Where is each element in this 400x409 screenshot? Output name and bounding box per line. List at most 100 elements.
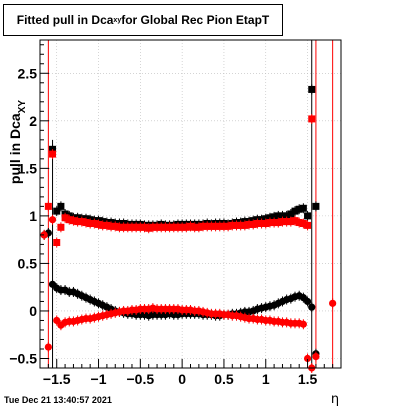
- data-point-square: [270, 213, 278, 221]
- x-tick-label: 0.5: [214, 371, 234, 387]
- data-point-square: [182, 223, 190, 231]
- data-point-square: [291, 207, 299, 215]
- data-point-square: [107, 222, 115, 230]
- data-point-square: [145, 224, 153, 232]
- data-point-square: [258, 219, 266, 227]
- data-point-square: [157, 223, 165, 231]
- data-point-square: [249, 220, 257, 228]
- data-point-square: [266, 219, 274, 227]
- data-point-square: [128, 223, 136, 231]
- y-tick-label: 0.5: [18, 255, 38, 271]
- data-point-square: [49, 150, 57, 158]
- y-tick-label: 2.5: [18, 65, 38, 81]
- data-point-square: [220, 222, 228, 230]
- y-axis-label-main: pull in Dca: [7, 113, 23, 184]
- data-point-circle: [40, 231, 48, 239]
- data-point-square: [53, 239, 61, 247]
- data-point-square: [111, 222, 119, 230]
- data-point-square: [170, 223, 178, 231]
- error-bars: [47, 40, 334, 368]
- data-point-square: [228, 221, 236, 229]
- data-point-circle: [303, 354, 312, 363]
- y-tick-label: 1.5: [18, 160, 38, 176]
- data-point-square: [312, 202, 320, 210]
- y-axis-label: pull in DcaXY: [7, 100, 28, 184]
- data-point-square: [65, 216, 73, 224]
- data-point-square: [245, 220, 253, 228]
- x-tick-label: −1: [91, 371, 107, 387]
- data-point-square: [224, 222, 232, 230]
- data-point-square: [115, 223, 123, 231]
- data-point-square: [308, 115, 316, 123]
- x-tick-label: 1: [262, 371, 270, 387]
- data-point-square: [57, 202, 65, 210]
- data-point-square: [120, 223, 128, 231]
- data-point-circle: [48, 216, 57, 224]
- chart-title: Fitted pull in Dca xy for Global Rec Pion…: [3, 4, 283, 36]
- data-point-square: [136, 223, 144, 231]
- data-point-square: [308, 85, 316, 93]
- data-point-square: [141, 223, 149, 231]
- data-point-square: [287, 218, 295, 226]
- data-point-circle: [53, 316, 61, 325]
- y-axis-ticks: −0.5 0 0.5 1 1.5 2 2.5: [9, 44, 49, 369]
- data-point-square: [299, 219, 307, 227]
- data-point-square: [178, 223, 186, 231]
- data-point-square: [61, 214, 69, 222]
- data-point-square: [78, 218, 86, 226]
- data-point-square: [278, 218, 286, 226]
- data-point-square: [278, 212, 286, 220]
- data-point-square: [191, 223, 199, 231]
- data-point-square: [295, 219, 303, 227]
- y-tick-label: 2: [29, 113, 37, 129]
- data-point-square: [82, 219, 90, 227]
- data-point-square: [304, 221, 312, 229]
- data-point-square: [174, 223, 182, 231]
- data-point-square: [44, 202, 52, 210]
- data-point-square: [86, 219, 94, 227]
- x-tick-label: 0: [178, 371, 186, 387]
- data-point-circle: [312, 352, 320, 361]
- data-point-square: [304, 212, 312, 220]
- data-point-square: [203, 222, 211, 230]
- data-point-square: [207, 222, 215, 230]
- data-point-square: [299, 204, 307, 212]
- data-point-square: [212, 222, 220, 230]
- data-point-square: [124, 223, 132, 231]
- data-point-square: [291, 217, 299, 225]
- data-point-square: [90, 219, 98, 227]
- data-point-square: [283, 218, 291, 226]
- data-point-square: [187, 222, 194, 230]
- chart-title-prefix: Fitted pull in Dca: [16, 13, 114, 27]
- chart-title-subscript: xy: [113, 16, 122, 24]
- data-point-square: [262, 219, 270, 227]
- chart-title-suffix: for Global Rec Pion EtapT: [121, 13, 270, 27]
- y-tick-label: 0: [29, 303, 37, 319]
- data-point-square: [53, 207, 61, 215]
- data-point-square: [69, 217, 77, 225]
- data-point-square: [95, 220, 103, 228]
- data-point-square: [270, 219, 278, 227]
- x-tick-label: 1.5: [298, 371, 318, 387]
- x-tick-label: −1.5: [43, 371, 71, 387]
- data-point-circle: [308, 303, 316, 311]
- y-tick-label: 1: [29, 208, 37, 224]
- data-point-square: [99, 221, 107, 229]
- data-point-square: [57, 223, 65, 231]
- x-tick-label: −0.5: [127, 371, 155, 387]
- data-point-square: [199, 222, 207, 230]
- data-point-square: [74, 218, 82, 226]
- data-point-square: [216, 222, 224, 230]
- y-tick-label: −0.5: [9, 350, 37, 366]
- data-point-square: [295, 205, 303, 213]
- data-point-square: [103, 221, 111, 229]
- data-point-circle: [329, 299, 337, 307]
- data-point-square: [253, 219, 261, 227]
- x-axis-label: η: [331, 392, 339, 407]
- data-point-square: [153, 223, 161, 231]
- data-point-square: [241, 221, 249, 229]
- data-point-square: [237, 221, 245, 229]
- data-point-square: [149, 223, 157, 231]
- data-point-square: [195, 223, 203, 231]
